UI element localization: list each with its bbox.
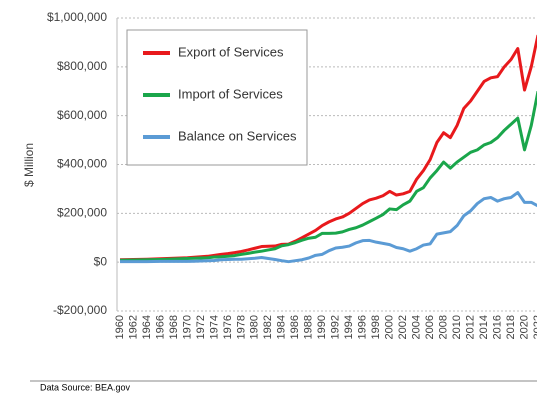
y-tick-label: -$200,000 [53,303,107,317]
x-tick-label: 1962 [127,315,139,339]
legend-label: Export of Services [178,44,284,59]
x-tick-label: 1980 [249,315,261,339]
x-tick-label: 2002 [397,315,409,339]
x-tick-label: 1968 [168,315,180,339]
y-tick-label: $800,000 [57,59,107,73]
x-tick-label: 1990 [316,315,328,339]
x-tick-label: 2000 [384,315,396,339]
x-tick-label: 1988 [303,315,315,339]
series-line [120,191,537,264]
y-tick-label: $600,000 [57,108,107,122]
y-axis-label: $ Million [22,143,36,187]
x-tick-label: 1974 [208,315,220,339]
x-tick-label: 2004 [411,315,423,339]
x-tick-label: 2018 [505,315,517,339]
x-tick-label: 1964 [141,315,153,339]
x-tick-label: 1976 [222,315,234,339]
legend-label: Balance on Services [178,128,297,143]
y-tick-label: $200,000 [57,206,107,220]
y-tick-label: $1,000,000 [47,10,107,24]
x-tick-label: 1972 [195,315,207,339]
x-tick-label: 1996 [357,315,369,339]
series-line [119,90,537,262]
x-tick-label: 1998 [370,315,382,339]
x-tick-label: 1960 [114,315,126,339]
x-tick-label: 1982 [262,315,274,339]
x-tick-label: 2022 [532,315,537,339]
x-tick-label: 2014 [478,315,490,339]
x-tick-label: 1994 [343,315,355,339]
x-tick-label: 1970 [181,315,193,339]
x-tick-label: 2010 [451,315,463,339]
x-tick-label: 2006 [424,315,436,339]
legend-label: Import of Services [178,86,283,101]
x-tick-label: 1986 [289,315,301,339]
x-tick-label: 2008 [438,315,450,339]
x-tick-label: 1966 [154,315,166,339]
x-tick-label: 2016 [491,315,503,339]
x-tick-label: 2020 [518,315,530,339]
y-tick-label: $400,000 [57,157,107,171]
x-tick-label: 1984 [276,315,288,339]
x-tick-label: 1978 [235,315,247,339]
y-tick-label: $0 [94,254,108,268]
source-note: Data Source: BEA.gov [40,382,131,392]
x-tick-label: 1992 [330,315,342,339]
x-tick-label: 2012 [464,315,476,339]
